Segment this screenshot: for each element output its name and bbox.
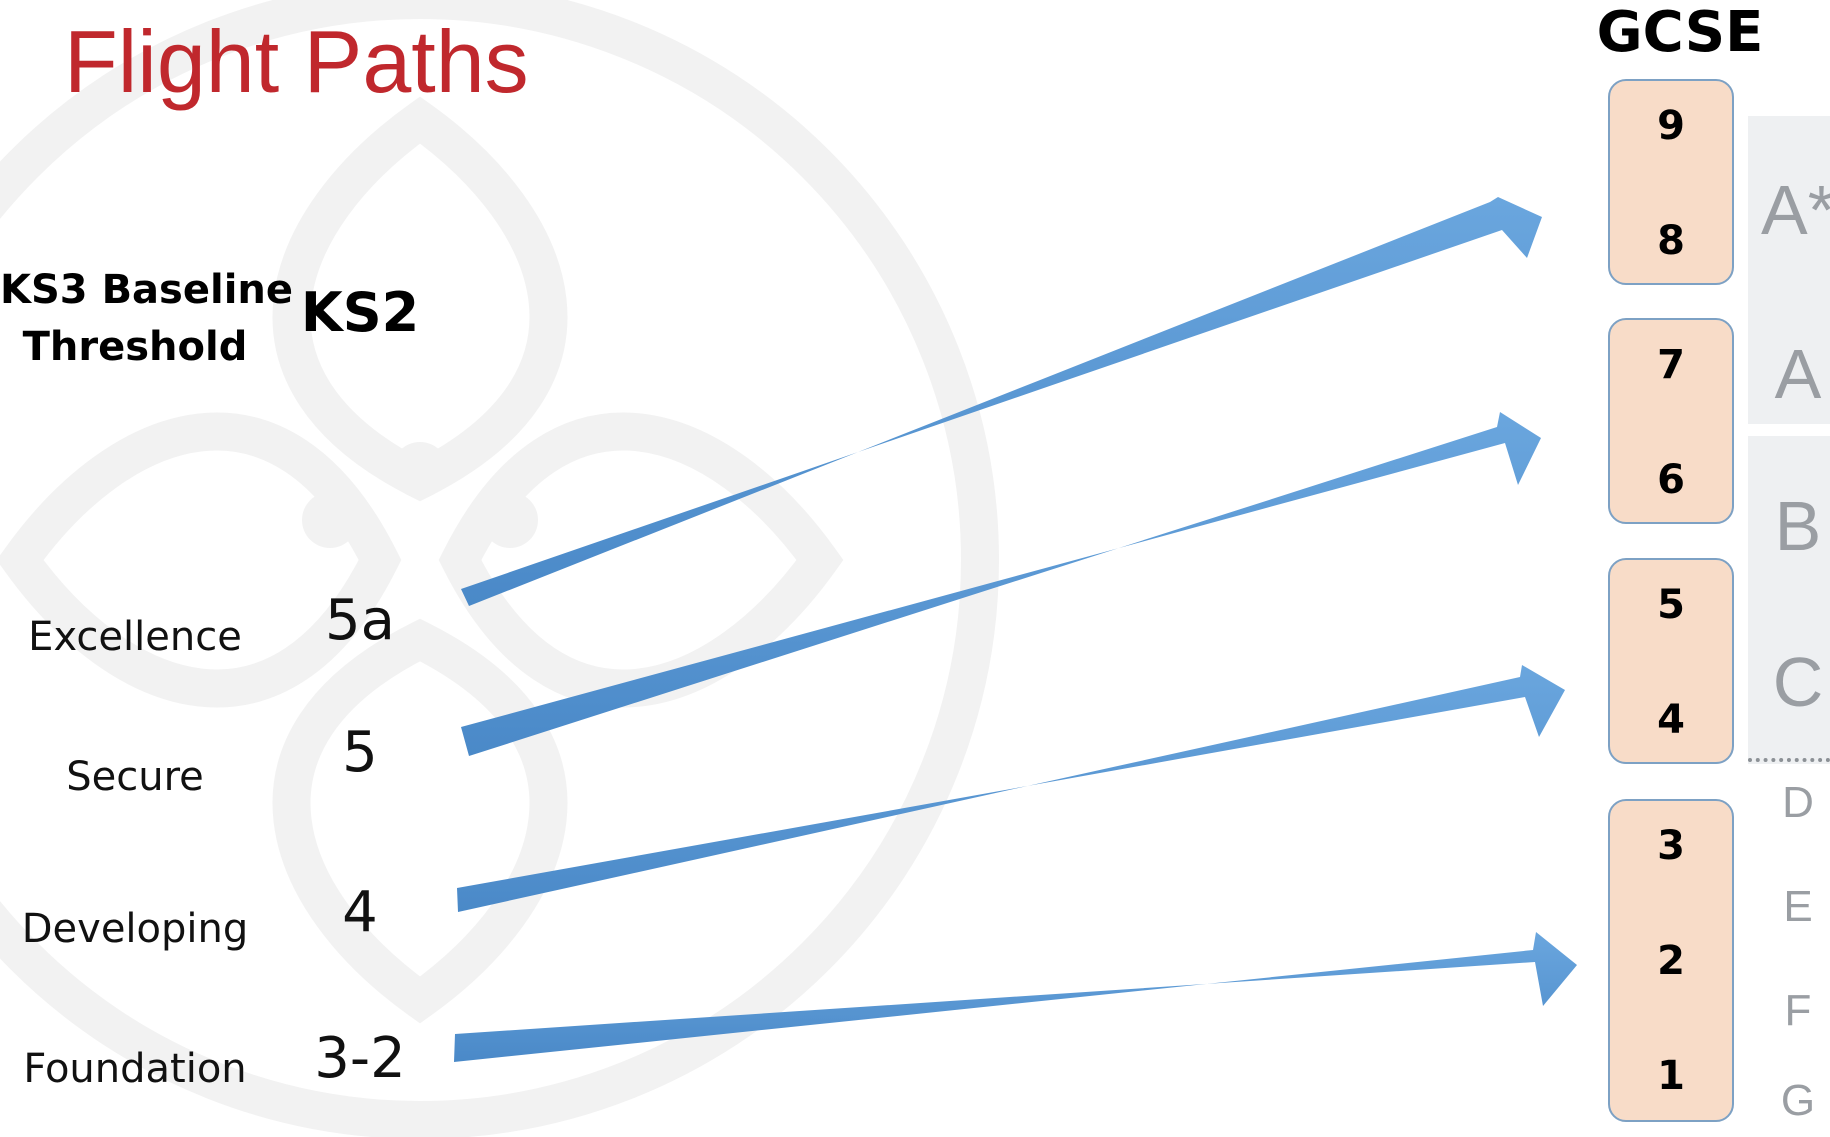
baseline-header-line1: KS3 Baseline (0, 267, 294, 313)
old-grade-f: F (1784, 986, 1812, 1035)
old-grade-c: C (1772, 643, 1824, 721)
baseline-header-line2: Threshold (22, 324, 248, 370)
gcse-box-5-4: 5 4 (1608, 558, 1734, 764)
gcse-box-7-6: 7 6 (1608, 318, 1734, 524)
ks2-value-developing: 4 (342, 880, 378, 945)
level-label-developing: Developing (21, 906, 249, 952)
ks2-header: KS2 (300, 281, 420, 344)
old-grade-strip-middle (1748, 436, 1830, 764)
old-grade-g: G (1780, 1076, 1816, 1125)
arrow-foundation-to-3-2-1 (454, 932, 1577, 1062)
gcse-grade-8: 8 (1657, 218, 1685, 264)
gcse-grade-6: 6 (1657, 457, 1685, 503)
baseline-threshold-header: KS3 Baseline Threshold (0, 262, 294, 376)
arrow-secure-to-7-6 (461, 412, 1541, 756)
old-grade-strip-upper (1748, 116, 1830, 424)
gcse-grade-7: 7 (1657, 342, 1685, 388)
level-label-excellence: Excellence (28, 614, 242, 660)
ks2-value-secure: 5 (342, 720, 378, 785)
gcse-grade-3: 3 (1657, 823, 1685, 869)
level-label-secure: Secure (66, 754, 204, 800)
ks2-value-foundation: 3-2 (314, 1026, 406, 1091)
old-grade-e: E (1783, 882, 1813, 931)
old-grade-a: A (1774, 335, 1822, 413)
gcse-header: GCSE (1596, 0, 1764, 65)
gcse-grade-4: 4 (1657, 697, 1685, 743)
page-title: Flight Paths (64, 12, 529, 111)
gcse-box-3-2-1: 3 2 1 (1608, 799, 1734, 1122)
old-grade-b: B (1774, 487, 1822, 565)
gcse-grade-5: 5 (1657, 582, 1685, 628)
gcse-box-9-8: 9 8 (1608, 79, 1734, 285)
old-grade-d: D (1782, 778, 1814, 827)
ks2-value-excellence: 5a (325, 588, 395, 653)
old-grade-a-star: A* (1761, 171, 1830, 249)
arrow-excellence-to-9-8 (461, 197, 1542, 606)
level-label-foundation: Foundation (23, 1046, 247, 1092)
old-grade-divider (1748, 758, 1830, 762)
gcse-grade-2: 2 (1657, 938, 1685, 984)
gcse-grade-9: 9 (1657, 103, 1685, 149)
gcse-grade-1: 1 (1657, 1053, 1685, 1099)
arrow-developing-to-5-4 (457, 665, 1565, 912)
